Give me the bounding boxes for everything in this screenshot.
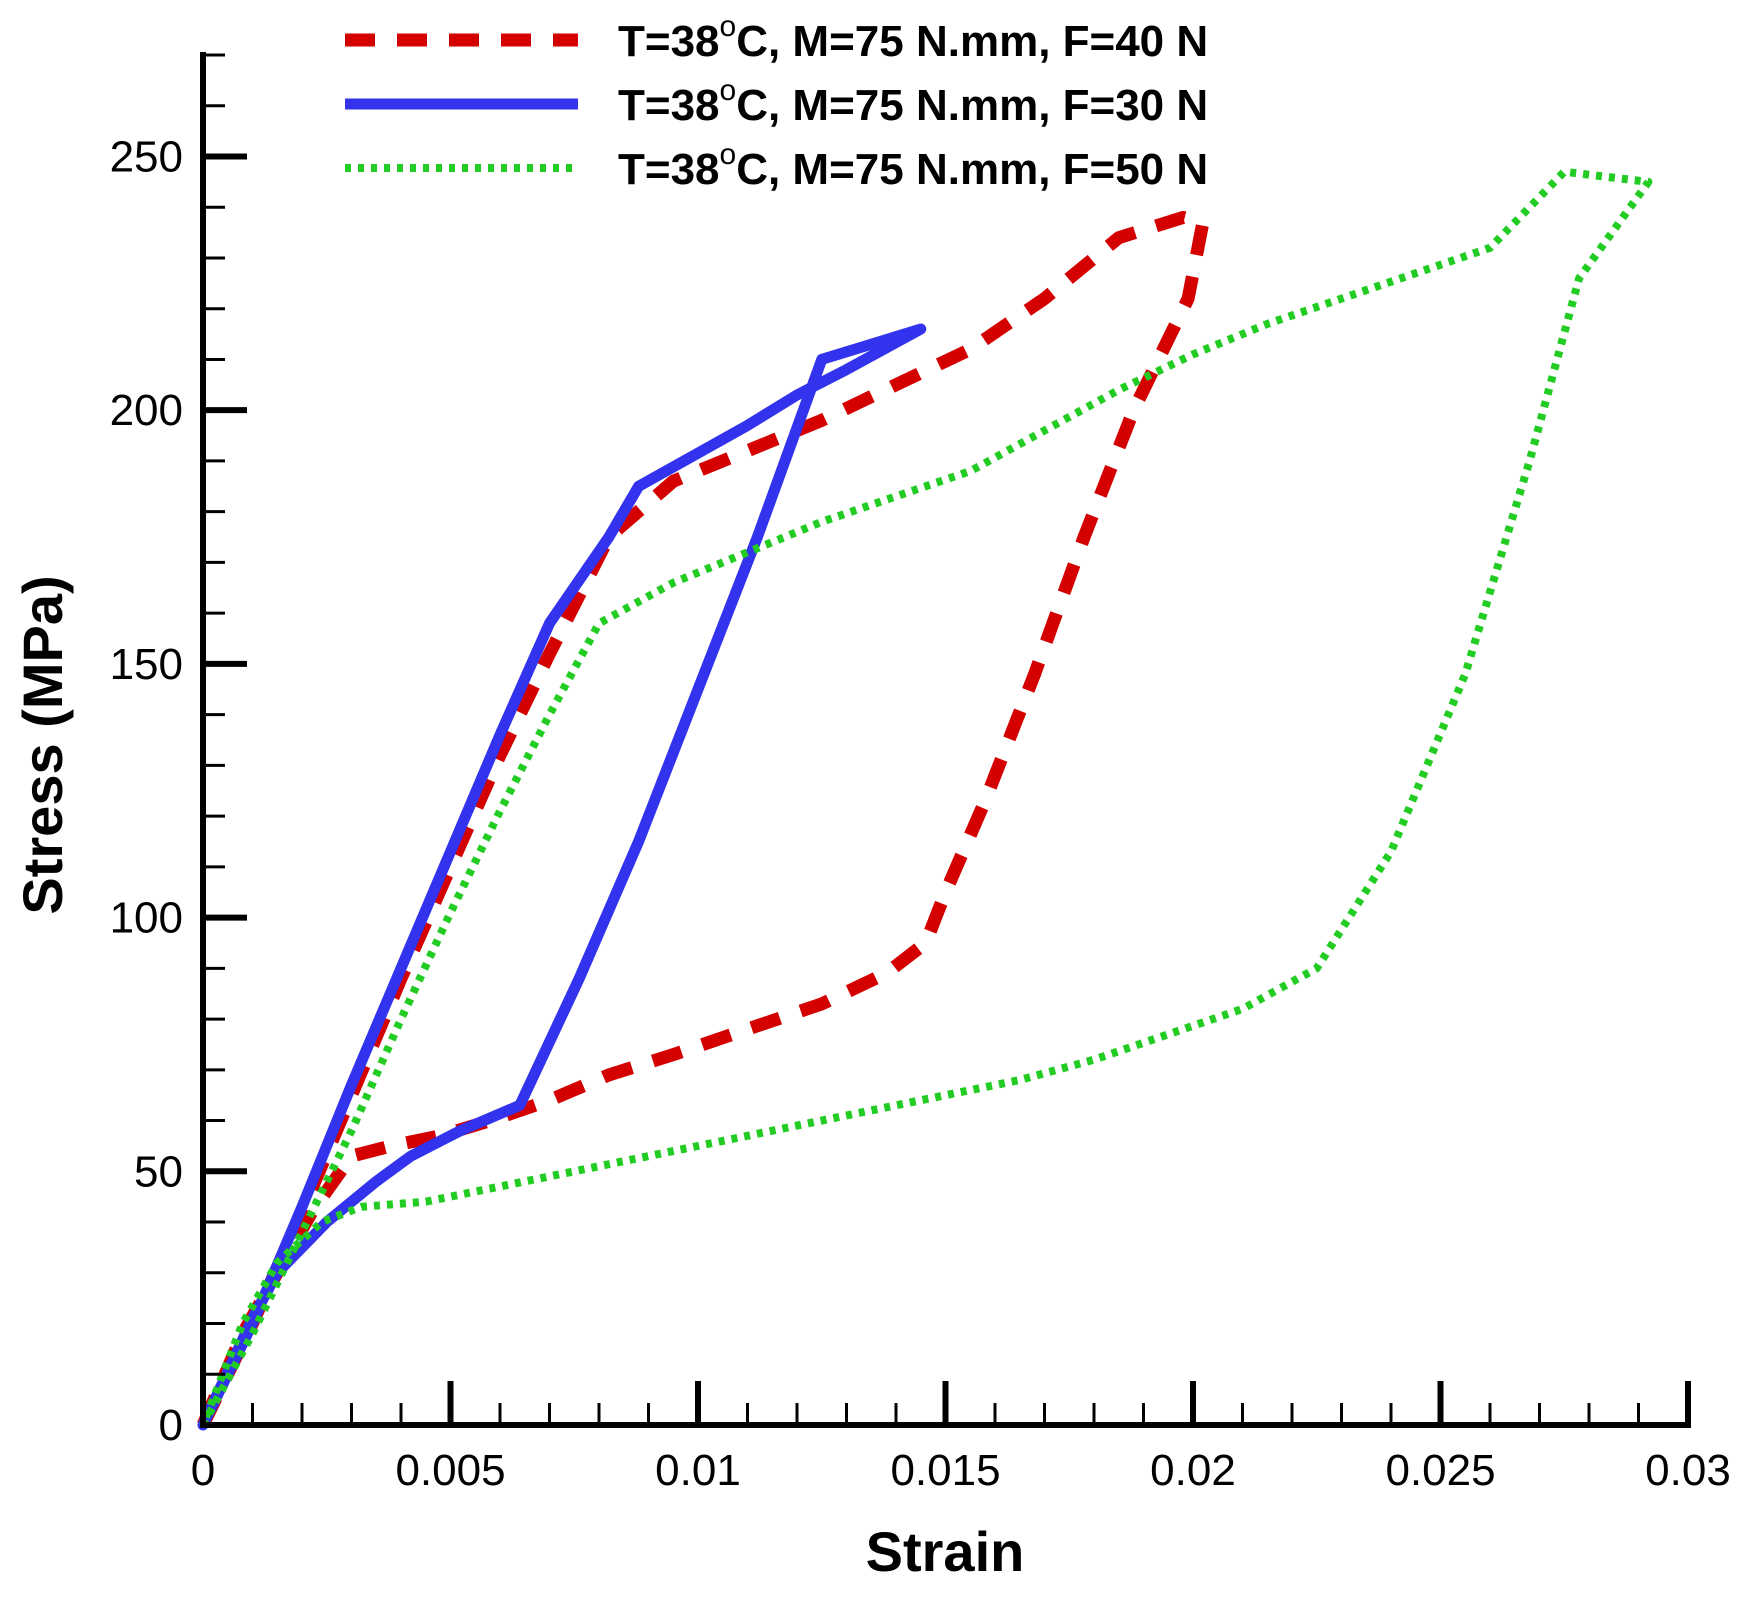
x-tick-label: 0.01 (655, 1446, 741, 1495)
legend: T=38oC, M=75 N.mm, F=40 N T=38oC, M=75 N.… (345, 10, 1208, 194)
y-tick-label: 50 (134, 1147, 183, 1196)
series-line-2 (197, 323, 927, 1431)
x-tick-label: 0.03 (1645, 1446, 1731, 1495)
y-tick-label: 0 (159, 1401, 183, 1450)
series-layer (197, 167, 1653, 1431)
x-tick-label: 0.005 (395, 1446, 505, 1495)
y-tick-label: 250 (110, 132, 183, 181)
y-axis-title: Stress (MPa) (11, 575, 74, 914)
x-tick-label: 0 (191, 1446, 215, 1495)
y-tick-label: 100 (110, 894, 183, 943)
axes-layer: 0 0.005 0.01 0.015 0.02 0.025 0.03 0 50 100 150 200… (110, 52, 1731, 1495)
x-tick-label: 0.025 (1385, 1446, 1495, 1495)
y-tick-label: 200 (110, 386, 183, 435)
x-tick-label: 0.015 (890, 1446, 1000, 1495)
x-axis-title: Strain (866, 1520, 1025, 1583)
y-tick-label: 150 (110, 640, 183, 689)
series-line-3 (199, 167, 1653, 1427)
x-tick-label: 0.02 (1150, 1446, 1236, 1495)
legend-label-3: T=38oC, M=75 N.mm, F=50 N (618, 138, 1208, 194)
legend-label-2: T=38oC, M=75 N.mm, F=30 N (618, 74, 1208, 130)
legend-label-1: T=38oC, M=75 N.mm, F=40 N (618, 10, 1208, 66)
